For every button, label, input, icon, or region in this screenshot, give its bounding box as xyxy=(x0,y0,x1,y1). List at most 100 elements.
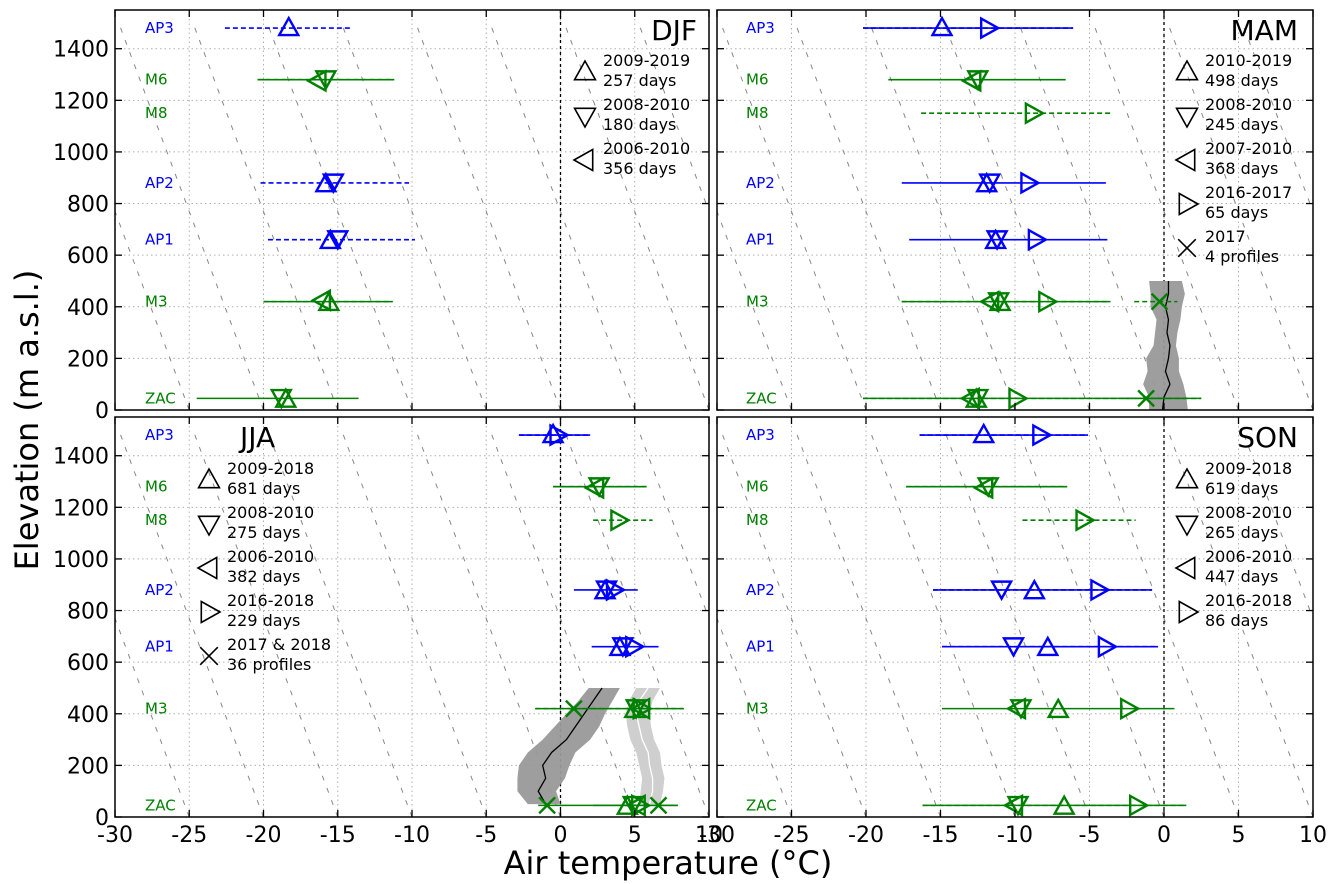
data-marker-up xyxy=(972,422,996,444)
site-label: ZAC xyxy=(746,796,777,814)
lapse-rate-guide xyxy=(794,429,941,817)
data-marker-x xyxy=(1137,389,1155,408)
site-label: M6 xyxy=(145,71,168,89)
x-tick-label: 0 xyxy=(554,823,568,848)
data-marker-left xyxy=(978,290,1000,314)
legend-marker-up xyxy=(1175,59,1199,81)
x-tick-label: 10 xyxy=(1299,823,1327,848)
data-marker-down xyxy=(978,173,1002,195)
site-label: AP2 xyxy=(746,581,775,599)
legend-label-line1: 2008-2010 xyxy=(1205,503,1292,522)
site-label: AP3 xyxy=(746,426,775,444)
data-marker-right xyxy=(1038,290,1059,314)
data-marker-x xyxy=(649,796,668,815)
data-marker-up xyxy=(1046,697,1070,719)
lapse-rate-guide xyxy=(340,22,487,410)
x-tick-label: -10 xyxy=(997,823,1033,848)
lapse-rate-guide xyxy=(1092,22,1239,410)
profile-mean-line xyxy=(1161,280,1171,410)
site-label: M8 xyxy=(746,104,769,122)
legend-label-line2: 180 days xyxy=(603,115,676,134)
lapse-rate-guide xyxy=(1018,429,1165,817)
site-label: M8 xyxy=(145,104,168,122)
site-label: AP2 xyxy=(746,174,775,192)
data-marker-right xyxy=(1008,386,1029,410)
data-marker-up xyxy=(314,171,338,193)
lapse-rate-guide xyxy=(869,429,1016,817)
y-tick-label: 1200 xyxy=(53,89,109,114)
lapse-rate-guide xyxy=(340,429,487,817)
season-title: MAM xyxy=(1231,14,1298,47)
legend-label-line1: 2016-2017 xyxy=(1205,183,1292,202)
site-label: M6 xyxy=(145,478,168,496)
legend-label-line1: 2008-2010 xyxy=(227,503,314,522)
legend-label-line1: 2006-2010 xyxy=(1205,547,1292,566)
legend-marker-right xyxy=(1178,192,1200,216)
x-tick-label: -25 xyxy=(171,823,207,848)
data-marker-down xyxy=(985,230,1009,251)
legend-marker-left xyxy=(1174,148,1196,172)
y-tick-label: 400 xyxy=(67,296,109,321)
data-marker-right xyxy=(1128,793,1150,817)
x-tick-label: -15 xyxy=(923,823,959,848)
y-tick-label: 800 xyxy=(67,600,109,625)
legend-label-line1: 2007-2010 xyxy=(1205,139,1292,158)
x-tick-label: -10 xyxy=(394,823,430,848)
lapse-rate-guide xyxy=(1167,429,1313,817)
legend-label-line1: 2006-2010 xyxy=(227,547,314,566)
x-tick-label: 5 xyxy=(628,823,642,848)
site-label: M3 xyxy=(145,293,168,311)
profile-mean-line xyxy=(537,687,603,805)
data-marker-left xyxy=(960,69,982,93)
data-marker-left xyxy=(583,476,605,500)
data-marker-right xyxy=(1090,578,1111,602)
data-marker-x xyxy=(565,699,583,718)
legend-label-line2: 245 days xyxy=(1205,115,1278,134)
legend-label-line2: 65 days xyxy=(1205,203,1268,222)
data-marker-right xyxy=(610,508,631,532)
y-tick-label: 800 xyxy=(67,193,109,218)
data-marker-right xyxy=(549,423,570,447)
legend-marker-x xyxy=(1177,238,1197,258)
legend-label-line2: 265 days xyxy=(1205,523,1278,542)
x-tick-label: -15 xyxy=(320,823,356,848)
site-label: M3 xyxy=(746,293,769,311)
y-tick-label: 0 xyxy=(95,806,109,831)
legend-marker-down xyxy=(1175,515,1199,537)
site-label: ZAC xyxy=(746,389,777,407)
legend-label-line1: 2008-2010 xyxy=(603,95,690,114)
data-marker-right xyxy=(1027,228,1049,252)
legend-label-line2: 681 days xyxy=(227,479,300,498)
site-label: AP1 xyxy=(746,638,775,656)
lapse-rate-guide xyxy=(563,429,709,817)
data-marker-right xyxy=(1120,697,1141,721)
lapse-rate-guide xyxy=(266,429,413,817)
data-marker-right xyxy=(1097,635,1119,659)
lapse-rate-guide xyxy=(118,22,264,410)
data-marker-left xyxy=(959,386,980,410)
y-tick-label: 1200 xyxy=(53,496,109,521)
panel-plot-area xyxy=(115,10,709,410)
lapse-rate-guide xyxy=(118,429,264,817)
y-tick-label: 1000 xyxy=(53,141,109,166)
x-axis-label: Air temperature (°C) xyxy=(504,844,833,882)
site-label: ZAC xyxy=(145,389,176,407)
site-label: AP3 xyxy=(145,426,174,444)
lapse-rate-guide xyxy=(1317,23,1343,410)
x-tick-label: -5 xyxy=(475,823,497,848)
lapse-rate-guide xyxy=(266,22,413,410)
data-marker-up xyxy=(1022,578,1046,600)
data-marker-left xyxy=(305,69,327,93)
legend-label-line1: 2016-2018 xyxy=(227,591,314,610)
data-marker-right xyxy=(1024,101,1046,125)
lapse-rate-guide xyxy=(794,22,941,410)
site-label: AP1 xyxy=(145,231,174,249)
data-marker-left xyxy=(972,476,994,500)
legend-label-line2: 619 days xyxy=(1205,479,1278,498)
x-tick-label: -20 xyxy=(246,823,282,848)
y-tick-label: 1000 xyxy=(53,548,109,573)
y-tick-label: 200 xyxy=(67,754,109,779)
season-title: SON xyxy=(1237,421,1298,454)
